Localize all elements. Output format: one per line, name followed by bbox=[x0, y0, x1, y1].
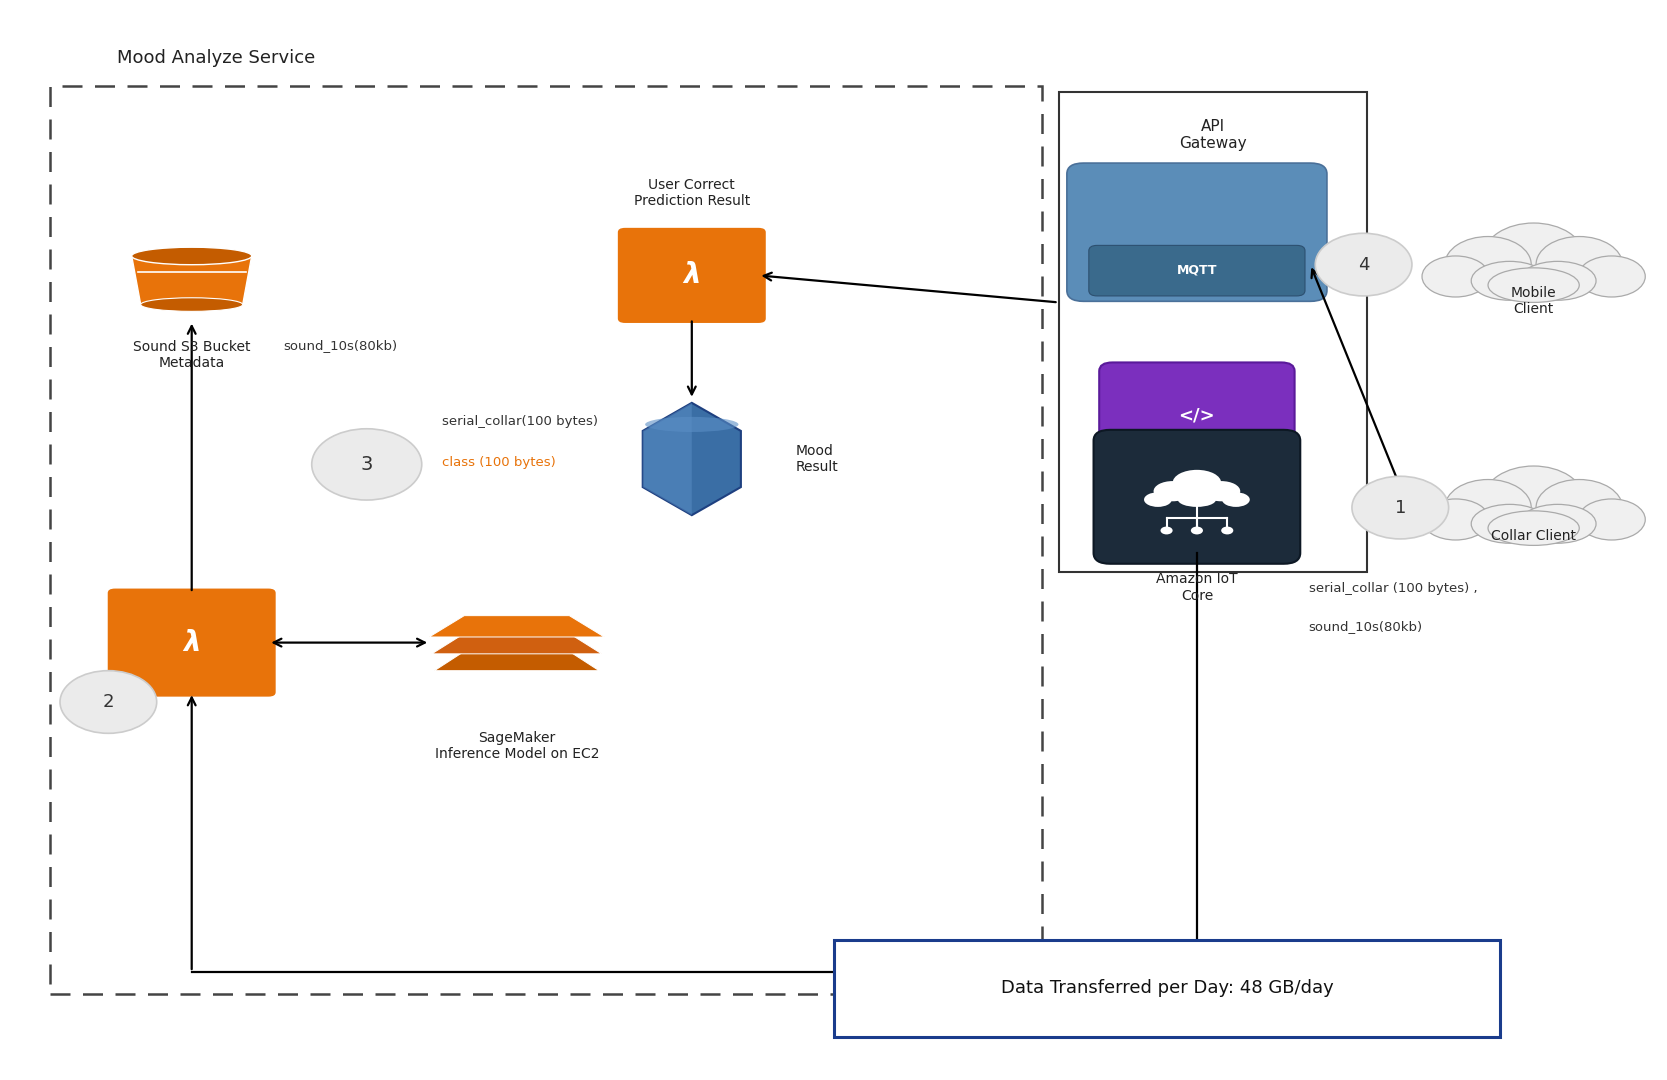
Text: 1: 1 bbox=[1395, 499, 1405, 516]
Text: 4: 4 bbox=[1359, 256, 1369, 273]
Text: Mood Analyze Service: Mood Analyze Service bbox=[117, 49, 315, 67]
Ellipse shape bbox=[1222, 492, 1250, 507]
Circle shape bbox=[1160, 527, 1172, 535]
Ellipse shape bbox=[1484, 222, 1584, 289]
Text: serial_collar(100 bytes): serial_collar(100 bytes) bbox=[442, 415, 598, 428]
Circle shape bbox=[1222, 527, 1234, 535]
Ellipse shape bbox=[1202, 481, 1240, 501]
Ellipse shape bbox=[1172, 470, 1222, 496]
Text: Sound S3 Bucket
Metadata: Sound S3 Bucket Metadata bbox=[133, 340, 250, 370]
Text: Mood
Result: Mood Result bbox=[795, 444, 839, 474]
Ellipse shape bbox=[1484, 467, 1584, 534]
Ellipse shape bbox=[1535, 480, 1622, 536]
Polygon shape bbox=[643, 403, 692, 515]
FancyBboxPatch shape bbox=[1094, 430, 1300, 564]
Text: λ: λ bbox=[683, 261, 700, 289]
Circle shape bbox=[60, 671, 157, 733]
Text: </>: </> bbox=[1179, 407, 1215, 424]
Text: API
Gateway: API Gateway bbox=[1179, 119, 1247, 151]
FancyBboxPatch shape bbox=[1089, 245, 1305, 296]
Circle shape bbox=[1352, 476, 1449, 539]
Polygon shape bbox=[435, 649, 598, 671]
Ellipse shape bbox=[1422, 499, 1489, 540]
FancyBboxPatch shape bbox=[1067, 163, 1327, 301]
Text: Amazon IoT
Core: Amazon IoT Core bbox=[1157, 572, 1237, 603]
Ellipse shape bbox=[1519, 504, 1595, 543]
Text: User Correct
Prediction Result: User Correct Prediction Result bbox=[633, 178, 750, 208]
Polygon shape bbox=[643, 403, 740, 515]
Text: 2: 2 bbox=[103, 693, 113, 711]
Polygon shape bbox=[432, 633, 602, 653]
Text: Mobile
Client: Mobile Client bbox=[1510, 286, 1557, 316]
Ellipse shape bbox=[1422, 256, 1489, 297]
Text: class (100 bytes): class (100 bytes) bbox=[442, 456, 555, 469]
Ellipse shape bbox=[1445, 237, 1532, 293]
FancyBboxPatch shape bbox=[617, 227, 767, 324]
Text: serial_collar (100 bytes) ,: serial_collar (100 bytes) , bbox=[1309, 582, 1477, 595]
Text: sound_10s(80kb): sound_10s(80kb) bbox=[1309, 620, 1422, 633]
Polygon shape bbox=[132, 256, 252, 305]
Ellipse shape bbox=[1445, 480, 1532, 536]
Ellipse shape bbox=[1579, 499, 1645, 540]
Text: λ: λ bbox=[183, 629, 200, 657]
Ellipse shape bbox=[140, 298, 243, 311]
FancyBboxPatch shape bbox=[1099, 363, 1295, 469]
Circle shape bbox=[312, 429, 422, 500]
Bar bbox=[1059, 92, 1367, 572]
Polygon shape bbox=[428, 616, 605, 637]
Text: Collar Client: Collar Client bbox=[1492, 529, 1575, 543]
Text: MQTT: MQTT bbox=[1177, 264, 1217, 276]
Text: 3: 3 bbox=[360, 455, 373, 474]
Ellipse shape bbox=[645, 417, 738, 432]
FancyBboxPatch shape bbox=[107, 588, 277, 698]
Ellipse shape bbox=[1579, 256, 1645, 297]
Bar bbox=[834, 940, 1500, 1037]
Circle shape bbox=[1315, 233, 1412, 296]
Ellipse shape bbox=[1144, 492, 1172, 507]
Circle shape bbox=[1190, 527, 1204, 535]
Text: sound_10s(80kb): sound_10s(80kb) bbox=[283, 339, 397, 352]
Ellipse shape bbox=[1535, 237, 1622, 293]
Text: SageMaker
Inference Model on EC2: SageMaker Inference Model on EC2 bbox=[435, 731, 598, 761]
Text: Data Transferred per Day: 48 GB/day: Data Transferred per Day: 48 GB/day bbox=[1000, 980, 1334, 997]
Ellipse shape bbox=[1519, 261, 1595, 300]
Ellipse shape bbox=[1154, 481, 1192, 501]
Ellipse shape bbox=[1489, 268, 1579, 302]
Ellipse shape bbox=[1179, 492, 1215, 507]
Ellipse shape bbox=[1472, 261, 1549, 300]
Ellipse shape bbox=[1472, 504, 1549, 543]
Ellipse shape bbox=[132, 247, 252, 265]
Ellipse shape bbox=[1489, 511, 1579, 545]
